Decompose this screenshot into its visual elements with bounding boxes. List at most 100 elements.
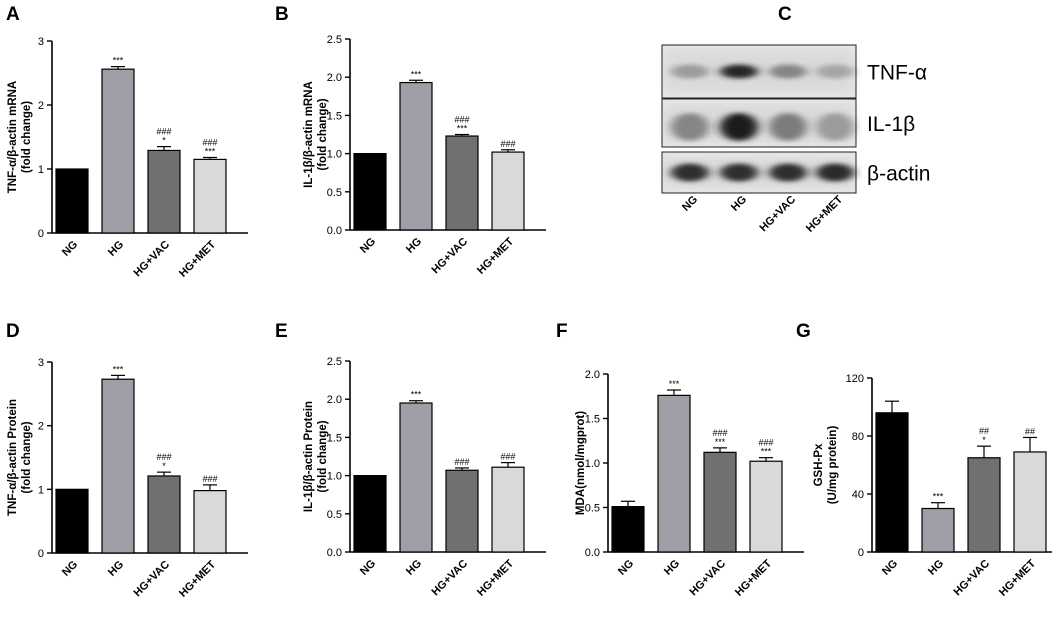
panel-letter-c: C [778,4,792,25]
x-category-label: HG [926,558,946,578]
blot-band-ng [671,113,709,141]
significance-mark: *** [411,69,422,79]
bar-ng [353,153,387,231]
panel-letter-b: B [275,4,289,25]
x-category-label: HG [404,558,424,578]
x-category-label: HG+VAC [430,236,471,277]
blot-strip-il-1 [661,98,857,148]
bar-hg [921,507,955,553]
y-tick-label: 0.0 [327,225,342,237]
significance-mark: *** [761,447,772,457]
y-tick-label: 2 [38,100,44,112]
y-tick-label: 0 [38,228,44,240]
bar-hg-vac [147,475,181,554]
significance-mark: ### [202,474,217,484]
significance-mark: ### [202,137,217,147]
y-tick-label: 40 [852,489,864,501]
x-category-label: HG+VAC [132,239,173,280]
y-tick-label: 0.0 [585,547,600,559]
y-tick-label: 1 [38,164,44,176]
blot-label-il-1: IL-1β [867,113,915,136]
y-tick-label: 1.5 [585,414,600,426]
y-tick-label: 2 [38,421,44,433]
significance-mark: ### [758,438,773,448]
bar-hg-vac [703,451,737,553]
bar-hg-met [1013,451,1047,553]
chart-f: F 0.0 0.5 1.0 1.5 2.0 MDA(nmol/mgprot) NG *** HG *… [556,321,804,599]
bar-hg-met [491,466,525,553]
y-tick-label: 0.5 [327,509,342,521]
panel-letter-f: F [556,321,568,342]
y-tick-label: 1.5 [327,110,342,122]
significance-mark: *** [933,492,944,502]
blot-strip-tnf [661,44,857,99]
y-tick-label: 2.5 [327,356,342,368]
y-tick-label: 3 [38,357,44,369]
y-tick-label: 120 [846,373,864,385]
bar-hg-met [193,158,227,234]
panel-letter-e: E [275,321,288,342]
x-category-label: HG [662,558,682,578]
y-axis-label: IL-1β/β-actin Protein [303,401,315,512]
x-category-label: HG [106,239,126,259]
blot-frame [661,98,857,148]
x-category-label: HG+VAC [952,558,993,599]
blot-band-hg [720,113,758,141]
y-tick-label: 2.0 [327,394,342,406]
x-category-label: NG [880,558,900,578]
y-tick-label: 1.0 [327,149,342,161]
bar-ng [875,412,909,553]
x-category-label: NG [358,236,378,256]
bar-hg-met [749,460,783,553]
significance-mark: ### [156,452,171,462]
significance-mark: ## [1025,426,1035,436]
significance-mark: *** [205,146,216,156]
x-category-label: HG+MET [177,558,218,599]
x-category-label: HG [106,559,126,579]
blot-band-ng [671,64,709,79]
significance-mark: * [162,136,166,146]
x-category-label: HG+VAC [430,558,471,599]
y-axis-label: TNF-α/β-actin Protein [7,399,19,516]
blot-band-hg-vac [769,163,807,182]
blot-lane-label: HG [729,194,749,214]
blot-band-hg [720,64,758,79]
y-tick-label: 1.0 [585,458,600,470]
significance-mark: ### [454,115,469,125]
significance-mark: ### [712,428,727,438]
y-axis-label: (fold change) [317,98,329,170]
x-category-label: NG [616,558,636,578]
x-category-label: HG+MET [475,557,516,598]
y-axis-label: (fold change) [21,421,33,493]
bar-ng [611,506,645,553]
x-category-label: HG+MET [733,557,774,598]
x-category-label: HG [404,236,424,256]
y-axis-label: GSH-Px [813,443,825,486]
y-axis-label: TNF-α/β-actin mRNA [7,81,19,193]
y-axis-label: (fold change) [21,101,33,173]
significance-mark: * [162,461,166,471]
blot-band-hg-met [816,113,854,141]
blot-strip-actin [661,151,857,194]
blot-frame [661,151,857,194]
western-blot-panel: C TNF-α IL-1β β-actin NG HG HG+VAC HG+MET [661,4,930,235]
y-tick-label: 1.0 [327,471,342,483]
bar-ng [55,488,89,554]
y-axis-label: IL-1β/β-actin mRNA [303,81,315,188]
chart-e: E 0.0 0.5 1.0 1.5 2.0 2.5 IL-1β/β-actin Protein… [275,321,546,599]
significance-mark: * [982,435,986,445]
y-tick-label: 0 [858,547,864,559]
significance-mark: *** [113,364,124,374]
significance-mark: *** [411,390,422,400]
significance-mark: ### [156,127,171,137]
significance-mark: ### [454,457,469,467]
y-tick-label: 1.5 [327,432,342,444]
blot-band-hg-vac [769,113,807,141]
bar-hg-met [193,490,227,554]
blot-lane-label: HG+VAC [758,194,799,235]
significance-mark: *** [113,56,124,66]
